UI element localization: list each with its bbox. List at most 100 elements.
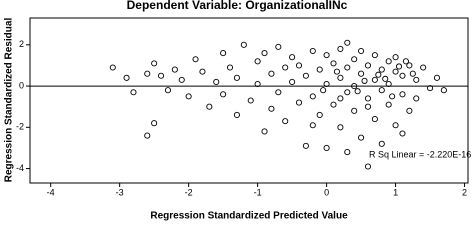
x-tick-label: -4 [47, 187, 55, 197]
chart-title: Dependent Variable: OrganizationalINc [127, 0, 348, 12]
point [323, 52, 330, 59]
y-axis-label: Regression Standardized Residual [4, 18, 15, 183]
point [220, 91, 227, 98]
x-tick-label: -3 [116, 187, 124, 197]
point [144, 132, 151, 139]
point [358, 134, 365, 141]
point [295, 99, 303, 106]
point [406, 107, 413, 114]
point [395, 63, 403, 70]
point [375, 71, 382, 78]
point [282, 118, 289, 125]
point [213, 78, 220, 85]
point [282, 64, 289, 71]
point [409, 70, 416, 77]
point [371, 116, 378, 123]
plot-frame [29, 17, 469, 184]
point [178, 76, 185, 83]
point [226, 64, 234, 71]
point [344, 89, 351, 96]
point [109, 64, 116, 71]
point [351, 83, 358, 90]
point [351, 56, 358, 63]
point [323, 144, 330, 151]
point [247, 97, 254, 104]
point [378, 66, 385, 73]
point [144, 70, 151, 77]
y-tick-label: -2 [16, 122, 24, 132]
point [309, 47, 316, 55]
point [399, 91, 406, 98]
point [151, 60, 158, 67]
point [206, 103, 213, 110]
chart: Dependent Variable: OrganizationalINc Re… [4, 0, 472, 222]
point [385, 58, 392, 65]
point [378, 87, 385, 94]
point [402, 58, 409, 65]
point [316, 111, 323, 118]
point [364, 95, 372, 102]
point [171, 66, 178, 73]
point [323, 80, 330, 88]
point [123, 74, 130, 81]
point [392, 54, 399, 61]
point [333, 68, 340, 75]
point [330, 101, 337, 108]
y-tick-label: -4 [16, 163, 24, 173]
point [344, 64, 351, 71]
point [309, 122, 316, 129]
point [185, 93, 192, 100]
point [413, 76, 420, 83]
x-axis-label: Regression Standardized Predicted Value [150, 211, 348, 222]
point [330, 60, 337, 67]
point [382, 75, 389, 82]
point [295, 62, 303, 69]
x-tick-label: -2 [185, 187, 193, 197]
point [158, 72, 165, 79]
point [399, 72, 406, 79]
point [378, 140, 385, 147]
point [389, 93, 396, 100]
point [364, 163, 372, 170]
point [337, 74, 344, 81]
x-tick-label: -1 [254, 187, 262, 197]
point [427, 85, 434, 92]
point [399, 130, 406, 137]
point [254, 80, 261, 88]
point [337, 45, 344, 52]
point [302, 72, 309, 79]
point [358, 70, 365, 77]
point [164, 87, 172, 94]
point [289, 54, 296, 61]
point [233, 74, 240, 81]
point [351, 107, 358, 114]
point [268, 105, 275, 112]
point [344, 39, 351, 46]
point [220, 50, 227, 57]
point [406, 62, 413, 69]
point [358, 47, 365, 55]
point [316, 66, 323, 73]
point [337, 95, 344, 102]
point [433, 74, 441, 81]
point [392, 68, 399, 75]
point [320, 87, 327, 94]
point [240, 41, 247, 48]
point [309, 93, 316, 100]
point [199, 68, 206, 75]
point [254, 58, 261, 65]
point [268, 70, 275, 77]
point [261, 50, 268, 57]
point [302, 142, 309, 149]
point [413, 95, 420, 102]
x-tick-label: 1 [393, 187, 398, 197]
point [364, 62, 372, 69]
point [275, 89, 282, 96]
point [337, 124, 344, 131]
point [275, 43, 282, 50]
point [385, 101, 392, 108]
x-tick-label: 0 [324, 187, 329, 197]
y-tick-label: 2 [19, 39, 24, 49]
annotation: R Sq Linear = -2.220E-16 [369, 149, 471, 159]
point [354, 88, 361, 95]
